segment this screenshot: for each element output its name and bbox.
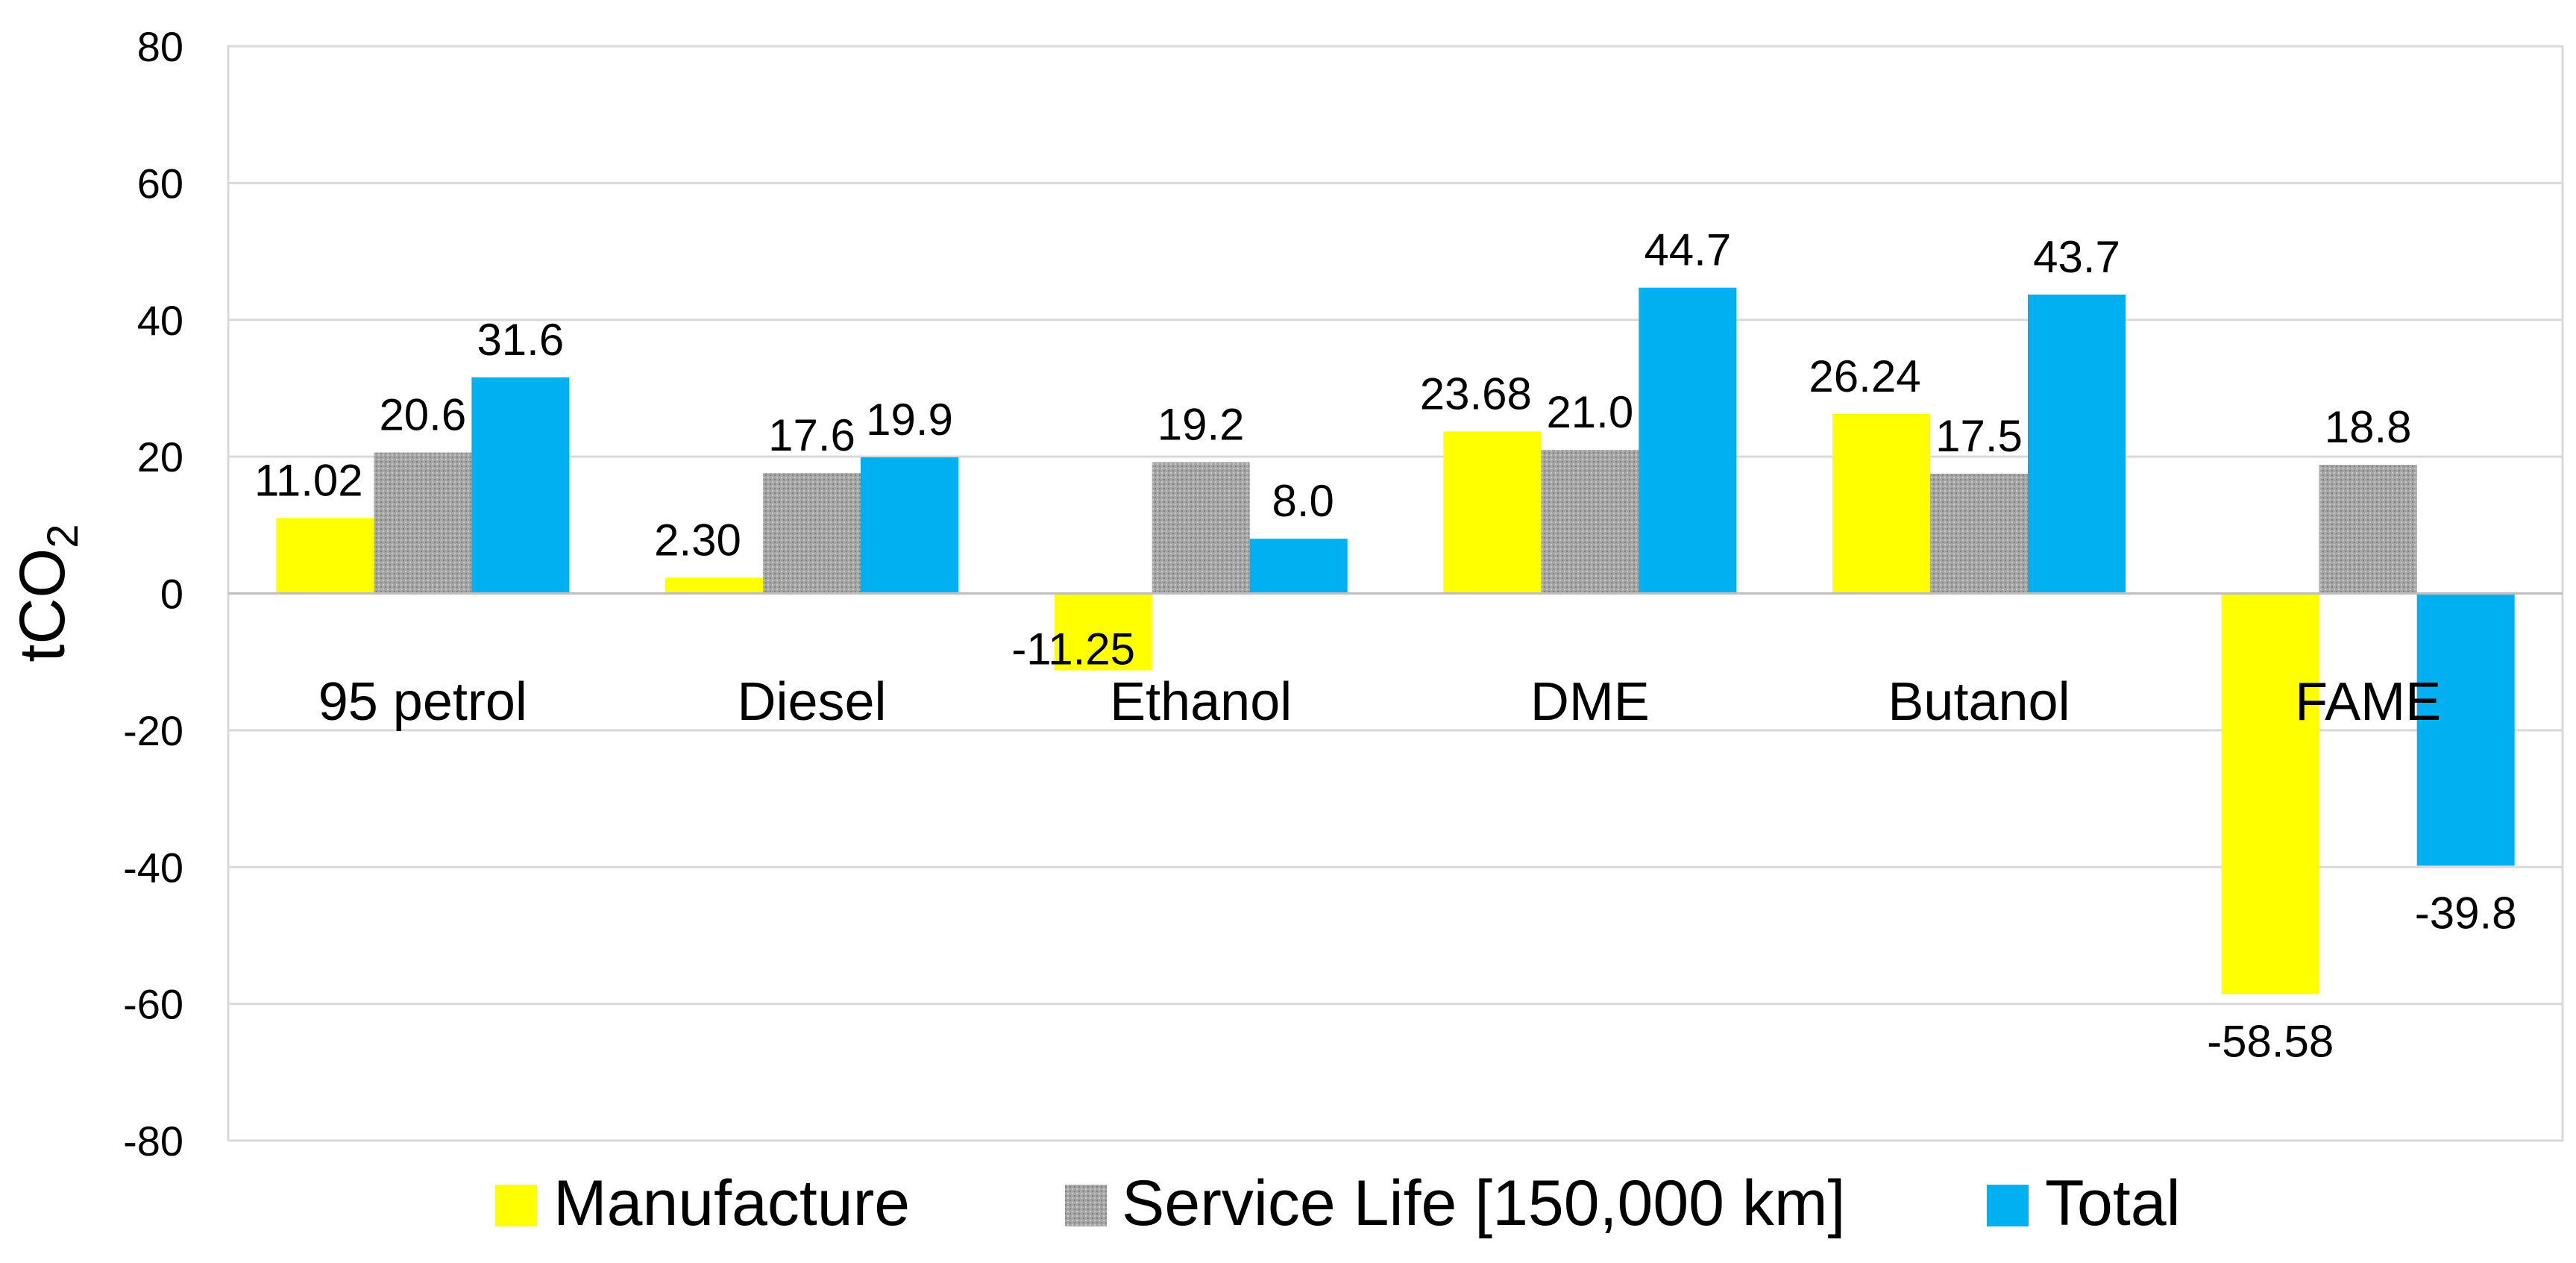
data-label: -11.25 — [1011, 624, 1135, 674]
x-category-label: Diesel — [737, 672, 886, 732]
data-label: 2.30 — [654, 515, 741, 565]
y-tick-label: 0 — [160, 571, 183, 618]
x-category-label: FAME — [2295, 672, 2441, 732]
data-label: 17.6 — [768, 410, 855, 460]
bar-service-life-150-000-km-95-petrol — [374, 452, 472, 594]
bar-manufacture-ethanol — [1054, 593, 1152, 671]
data-label: 17.5 — [1935, 411, 2023, 461]
bar-total-butanol — [2028, 294, 2126, 594]
bars — [276, 287, 2515, 994]
y-tick-label: -60 — [123, 981, 183, 1028]
bar-service-life-150-000-km-diesel — [763, 473, 861, 594]
legend-label: Manufacture — [553, 1168, 910, 1239]
bar-manufacture-butanol — [1832, 413, 1930, 594]
gridlines — [228, 181, 2563, 1006]
data-label: 18.8 — [2325, 402, 2412, 452]
bar-total-ethanol — [1249, 539, 1348, 594]
x-category-label: Butanol — [1888, 672, 2070, 732]
data-label: 19.9 — [866, 395, 953, 445]
y-axis-title: tCO2 — [7, 524, 87, 662]
data-label: 26.24 — [1809, 351, 1920, 401]
data-label: 11.02 — [254, 455, 363, 505]
y-tick-label: 80 — [137, 23, 183, 70]
data-label: 44.7 — [1644, 225, 1731, 275]
data-label: 23.68 — [1420, 369, 1532, 419]
bar-service-life-150-000-km-dme — [1541, 449, 1639, 594]
data-label: 20.6 — [379, 390, 466, 440]
y-axis-ticks: 80 60 40 20 0 -20 -40 -60 -80 — [123, 23, 183, 1165]
bar-total-95-petrol — [471, 377, 570, 594]
legend-swatch — [495, 1185, 537, 1226]
y-tick-label: -20 — [123, 707, 183, 754]
y-tick-label: -80 — [123, 1118, 183, 1165]
legend-label: Service Life [150,000 km] — [1122, 1168, 1845, 1239]
data-label: 31.6 — [477, 315, 564, 365]
bar-manufacture-95-petrol — [276, 518, 374, 594]
bar-manufacture-dme — [1443, 431, 1542, 594]
y-tick-label: -40 — [123, 844, 183, 891]
data-label: -58.58 — [2207, 1017, 2334, 1067]
legend-swatch — [1987, 1185, 2029, 1226]
data-labels: 11.02 20.631.6 2.30 17.6 19.9 -11.25 19.2 8.0 23… — [254, 225, 2517, 1067]
data-label: -39.8 — [2415, 888, 2517, 938]
bar-service-life-150-000-km-ethanol — [1152, 462, 1250, 594]
data-label: 43.7 — [2033, 232, 2120, 282]
bar-manufacture-diesel — [665, 577, 763, 594]
data-label: 8.0 — [1272, 476, 1333, 526]
x-category-label: DME — [1530, 672, 1650, 732]
data-label: 21.0 — [1546, 387, 1633, 437]
bar-service-life-150-000-km-fame — [2319, 465, 2417, 594]
x-axis-categories: 95 petrol Diesel Ethanol DME Butanol FAME — [318, 672, 2441, 732]
y-tick-label: 60 — [137, 160, 183, 207]
bar-manufacture-fame — [2221, 593, 2319, 994]
data-label: 19.2 — [1157, 399, 1245, 449]
y-tick-label: 40 — [137, 297, 183, 344]
legend: Manufacture Service Life [150,000 km] Tota… — [495, 1168, 2181, 1239]
bar-total-dme — [1639, 287, 1737, 594]
legend-label: Total — [2045, 1168, 2181, 1239]
y-tick-label: 20 — [137, 433, 183, 480]
bar-service-life-150-000-km-butanol — [1930, 474, 2028, 594]
x-category-label: 95 petrol — [318, 672, 527, 732]
x-category-label: Ethanol — [1110, 672, 1292, 732]
legend-swatch — [1065, 1185, 1107, 1226]
bar-total-fame — [2416, 593, 2515, 866]
bar-total-diesel — [861, 457, 958, 594]
